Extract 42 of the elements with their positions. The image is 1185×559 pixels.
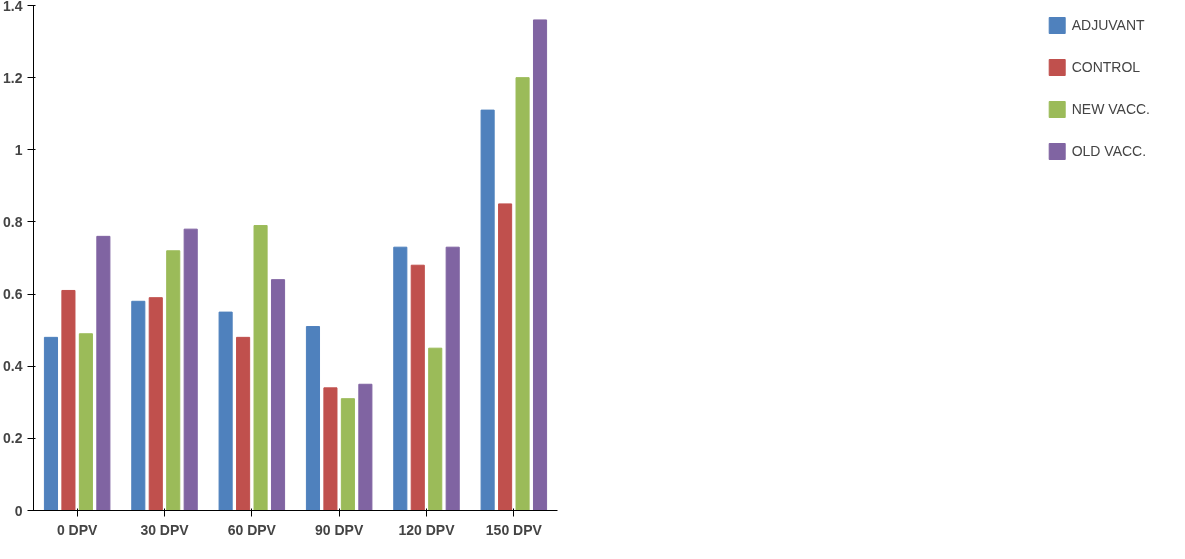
bar xyxy=(305,326,321,511)
bar xyxy=(96,235,111,511)
y-tick-label: 1.4 xyxy=(3,0,23,14)
x-tick-label: 0 DPV xyxy=(56,521,99,538)
y-tick-label: 1.2 xyxy=(3,69,23,86)
y-tick-label: 0.4 xyxy=(3,358,23,375)
bar xyxy=(236,336,251,511)
bar xyxy=(358,383,373,511)
bar xyxy=(218,311,233,511)
legend-label: CONTROL xyxy=(1071,59,1141,75)
bar xyxy=(270,279,286,511)
bar xyxy=(166,250,181,511)
legend-label: ADJUVANT xyxy=(1071,17,1145,33)
bar xyxy=(43,336,59,511)
bar xyxy=(78,333,93,511)
y-tick-label: 0.6 xyxy=(3,286,23,303)
bar xyxy=(428,347,443,511)
bar xyxy=(340,398,355,511)
bar xyxy=(480,109,495,511)
x-tick-label: 90 DPV xyxy=(315,521,364,538)
y-tick-label: 0.8 xyxy=(3,213,23,230)
x-tick-label: 30 DPV xyxy=(140,521,190,538)
y-tick-label: 1 xyxy=(14,141,23,158)
y-tick-label: 0 xyxy=(14,502,23,519)
bar xyxy=(183,228,198,511)
bar xyxy=(323,387,338,511)
x-tick-label: 120 DPV xyxy=(398,521,456,538)
bar xyxy=(393,246,408,511)
bar xyxy=(61,289,76,511)
bar xyxy=(131,300,146,511)
bar xyxy=(445,246,460,511)
y-tick-label: 0.2 xyxy=(3,430,23,447)
legend-label: OLD VACC. xyxy=(1071,143,1147,159)
x-tick-label: 60 DPV xyxy=(227,521,277,538)
bar xyxy=(253,225,268,511)
bar xyxy=(410,264,425,511)
x-tick-label: 150 DPV xyxy=(485,521,543,538)
bar xyxy=(148,297,163,511)
legend-label: NEW VACC. xyxy=(1071,101,1150,117)
bar xyxy=(532,19,548,511)
bar xyxy=(515,77,530,511)
bar xyxy=(498,203,513,511)
